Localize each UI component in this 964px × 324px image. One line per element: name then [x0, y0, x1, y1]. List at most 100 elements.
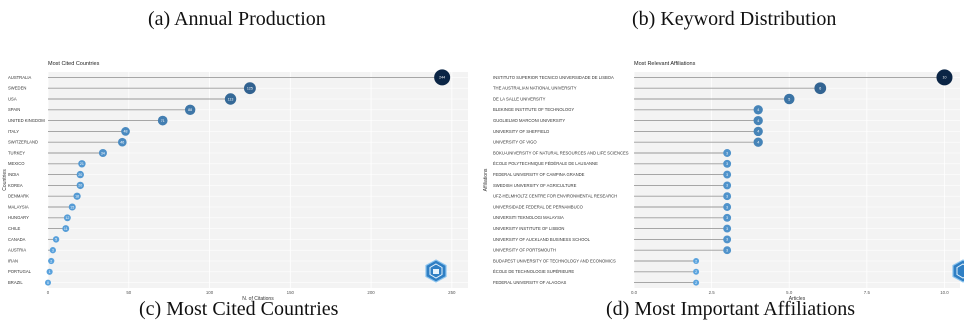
chart-0-category-label: AUSTRIA — [8, 248, 26, 253]
chart-0-category-label: UNITED KINGDOM — [8, 118, 45, 123]
chart-1-value-label: 10 — [942, 76, 946, 80]
chart-1-value-label: 2 — [695, 281, 697, 285]
chart-0-point — [98, 148, 107, 158]
chart-1-point — [753, 105, 763, 115]
chart-0-x-tick-label: 0 — [47, 290, 50, 295]
chart-1-category-label: UNIVERSITY OF SHEFFIELD — [493, 129, 549, 134]
chart-0-x-tick-label: 200 — [367, 290, 375, 295]
chart-1-value-label: 2 — [695, 259, 697, 263]
chart-1-value-label: 6 — [819, 87, 821, 91]
chart-1-x-tick-label: 5.0 — [786, 290, 793, 295]
chart-0-point — [243, 82, 256, 95]
chart-0-category-label: ITALY — [8, 129, 19, 134]
chart-1-value-label: 3 — [726, 173, 728, 177]
chart-1-value-label: 3 — [726, 216, 728, 220]
chart-0-value-label: 15 — [70, 205, 74, 209]
chart-1-point — [693, 279, 700, 286]
chart-0-point — [49, 247, 56, 254]
chart-0-value-label: 5 — [55, 238, 57, 242]
chart-0-category-label: INDIA — [8, 172, 19, 177]
chart-1-x-tick-label: 0.0 — [631, 290, 638, 295]
chart-0-point — [157, 115, 168, 126]
chart-0-point — [184, 104, 196, 116]
chart-1-plot-background — [634, 72, 960, 288]
chart-0-value-label: 0 — [47, 281, 49, 285]
chart-0-category-label: SWEDEN — [8, 86, 26, 91]
chart-0-x-axis-title: N. of Citations — [242, 296, 274, 300]
chart-1-point — [693, 268, 700, 275]
chart-1-value-label: 3 — [726, 249, 728, 253]
chart-1-value-label: 4 — [757, 141, 759, 145]
chart-0-category-label: MALAYSIA — [8, 204, 29, 209]
chart-1-point — [783, 93, 795, 105]
chart-1-point — [723, 181, 732, 190]
chart-1-point — [723, 224, 732, 233]
chart-1-point — [723, 159, 732, 168]
chart-0-title: Most Cited Countries — [48, 61, 100, 67]
chart-0-category-label: PORTUGAL — [8, 269, 32, 274]
chart-1-value-label: 3 — [726, 205, 728, 209]
chart-1-point — [723, 170, 732, 179]
chart-0-category-label: USA — [8, 96, 17, 101]
chart-0-point — [76, 170, 84, 179]
chart-0-point — [121, 127, 130, 136]
chart-0-category-label: BRAZIL — [8, 280, 23, 285]
chart-1-point — [723, 192, 732, 201]
chart-1-category-label: UNIVERSITI TEKNOLOGI MALAYSIA — [493, 215, 564, 220]
chart-1-category-label: FEDERAL UNIVERSITY OF CAMPINA GRANDE — [493, 172, 585, 177]
chart-0-point — [78, 160, 86, 168]
chart-1-value-label: 3 — [726, 227, 728, 231]
chart-0-point — [117, 137, 127, 147]
chart-1-point — [723, 149, 732, 157]
caption-most-important-affiliations: (d) Most Important Affiliations — [606, 298, 856, 320]
chart-1-value-label: 3 — [726, 151, 728, 155]
chart-0-point — [46, 268, 53, 275]
bibliometrix-logo-icon-partial — [952, 259, 964, 283]
chart-0-value-label: 113 — [228, 97, 234, 101]
chart-0-value-label: 71 — [161, 119, 165, 123]
chart-1-value-label: 4 — [757, 130, 759, 134]
chart-1-category-label: UNIVERSITY OF PORTSMOUTH — [493, 248, 556, 253]
caption-keyword-distribution: (b) Keyword Distribution — [632, 8, 837, 30]
chart-1-category-label: UNIVERSITY INSTITUTE OF LISBON — [493, 226, 564, 231]
chart-0-category-label: HUNGARY — [8, 215, 29, 220]
chart-1-category-label: FEDERAL UNIVERSITY OF ALAGOAS — [493, 280, 567, 285]
chart-0-value-label: 20 — [78, 184, 82, 188]
chart-1-x-axis-title: Articles — [789, 296, 806, 300]
chart-1-value-label: 4 — [757, 119, 759, 123]
chart-1-category-label: UNIVERSITY OF VIGO — [493, 140, 537, 145]
chart-1-category-label: SWEDISH UNIVERSITY OF AGRICULTURE — [493, 183, 577, 188]
chart-1-title: Most Relevant Affiliations — [634, 61, 696, 67]
chart-0-category-label: SPAIN — [8, 107, 20, 112]
chart-0-category-label: MEXICO — [8, 161, 25, 166]
chart-0-point — [62, 225, 70, 233]
chart-1-category-label: BOKU-UNIVERSITY OF NATURAL RESOURCES AND… — [493, 150, 629, 155]
chart-1-point — [723, 213, 732, 222]
chart-1-category-label: UNIVERSIDADE FEDERAL DE PERNAMBUCO — [493, 204, 584, 209]
chart-1-category-label: INSTITUTO SUPERIOR TECNICO UNIVERSIDADE … — [493, 75, 614, 80]
chart-0-y-axis-title: Countries — [2, 169, 8, 191]
chart-0-value-label: 20 — [78, 173, 82, 177]
chart-1-category-label: DE LA SALLE UNIVERSITY — [493, 96, 546, 101]
chart-1-category-label: BUDAPEST UNIVERSITY OF TECHNOLOGY AND EC… — [493, 258, 616, 263]
chart-1-value-label: 3 — [726, 238, 728, 242]
chart-0-value-label: 21 — [80, 162, 84, 166]
chart-1-category-label: GUGLIELMO MARCONI UNIVERSITY — [493, 118, 565, 123]
chart-0-x-tick-label: 100 — [206, 290, 214, 295]
bibliometrix-logo-icon — [425, 259, 447, 283]
chart-0-point — [76, 181, 84, 190]
chart-0-point — [52, 236, 60, 243]
chart-1-value-label: 3 — [726, 184, 728, 188]
chart-1-category-label: BLEKINGE INSTITUTE OF TECHNOLOGY — [493, 107, 574, 112]
chart-0-point — [63, 214, 71, 222]
chart-0-value-label: 125 — [247, 87, 253, 91]
chart-0-point — [224, 93, 237, 105]
chart-1-x-tick-label: 2.5 — [709, 290, 716, 295]
chart-1-point — [693, 258, 700, 264]
chart-0-category-label: KOREA — [8, 183, 23, 188]
chart-0-x-tick-label: 250 — [448, 290, 456, 295]
chart-0-category-label: SWITZERLAND — [8, 140, 38, 145]
caption-most-cited-countries: (c) Most Cited Countries — [139, 298, 339, 320]
chart-1-value-label: 5 — [788, 97, 790, 101]
